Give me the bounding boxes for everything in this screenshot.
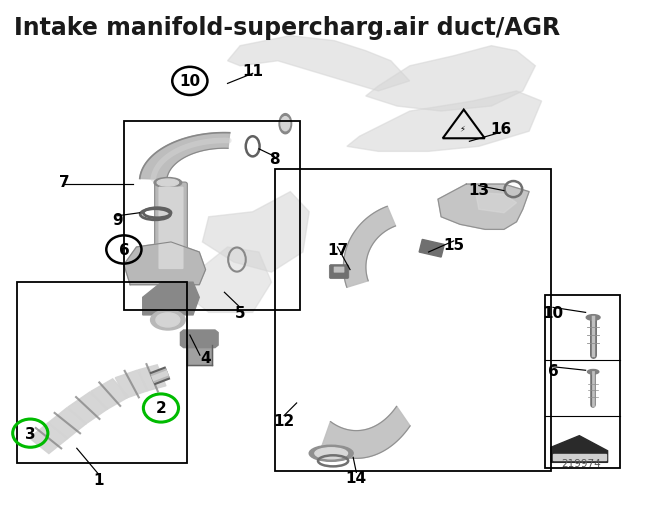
- Polygon shape: [187, 345, 212, 366]
- Polygon shape: [366, 46, 535, 112]
- Text: 10: 10: [543, 306, 563, 320]
- Polygon shape: [190, 247, 272, 313]
- FancyBboxPatch shape: [334, 267, 345, 273]
- Text: 10: 10: [179, 74, 201, 89]
- Polygon shape: [29, 423, 68, 453]
- Polygon shape: [227, 36, 409, 92]
- Polygon shape: [124, 242, 205, 285]
- Ellipse shape: [315, 448, 347, 459]
- Polygon shape: [438, 185, 529, 230]
- Text: 13: 13: [468, 182, 490, 197]
- Ellipse shape: [156, 313, 180, 327]
- Text: 17: 17: [327, 242, 348, 258]
- Polygon shape: [138, 365, 166, 391]
- FancyBboxPatch shape: [155, 183, 187, 272]
- Polygon shape: [419, 240, 444, 258]
- Text: 12: 12: [274, 413, 295, 428]
- Polygon shape: [322, 407, 410, 459]
- Polygon shape: [343, 207, 395, 288]
- Bar: [275, 170, 551, 471]
- Polygon shape: [140, 133, 229, 180]
- Polygon shape: [115, 370, 148, 398]
- Polygon shape: [48, 408, 86, 439]
- Text: 8: 8: [270, 152, 280, 167]
- Ellipse shape: [279, 115, 292, 134]
- Polygon shape: [142, 283, 199, 315]
- Ellipse shape: [281, 117, 290, 131]
- Text: 2: 2: [156, 400, 167, 416]
- FancyBboxPatch shape: [329, 265, 349, 279]
- Text: 6: 6: [118, 242, 129, 258]
- Polygon shape: [551, 436, 607, 463]
- Text: 14: 14: [346, 470, 367, 485]
- Polygon shape: [476, 193, 516, 213]
- FancyBboxPatch shape: [159, 187, 183, 270]
- Polygon shape: [181, 330, 218, 348]
- Ellipse shape: [309, 445, 353, 462]
- Ellipse shape: [151, 310, 185, 330]
- Text: 3: 3: [25, 426, 35, 441]
- Ellipse shape: [154, 178, 182, 188]
- Text: 219974: 219974: [561, 459, 601, 469]
- Text: 1: 1: [94, 472, 104, 487]
- Polygon shape: [347, 92, 542, 152]
- Text: 11: 11: [242, 64, 263, 79]
- Text: 7: 7: [59, 175, 70, 190]
- Text: 5: 5: [235, 306, 246, 320]
- Polygon shape: [91, 379, 128, 410]
- Text: 4: 4: [200, 350, 211, 366]
- Text: ⚡: ⚡: [460, 124, 466, 133]
- Text: 6: 6: [547, 363, 559, 378]
- Text: 15: 15: [443, 237, 464, 252]
- Ellipse shape: [586, 315, 600, 321]
- Ellipse shape: [157, 180, 179, 187]
- Polygon shape: [203, 192, 309, 273]
- Polygon shape: [68, 392, 108, 424]
- Ellipse shape: [587, 370, 599, 374]
- Text: 16: 16: [490, 122, 511, 137]
- Text: Intake manifold-supercharg.air duct/AGR: Intake manifold-supercharg.air duct/AGR: [14, 17, 560, 40]
- Bar: [545, 295, 620, 469]
- Polygon shape: [553, 454, 605, 460]
- Text: 9: 9: [112, 213, 123, 227]
- Bar: [124, 122, 300, 310]
- Bar: [17, 283, 187, 464]
